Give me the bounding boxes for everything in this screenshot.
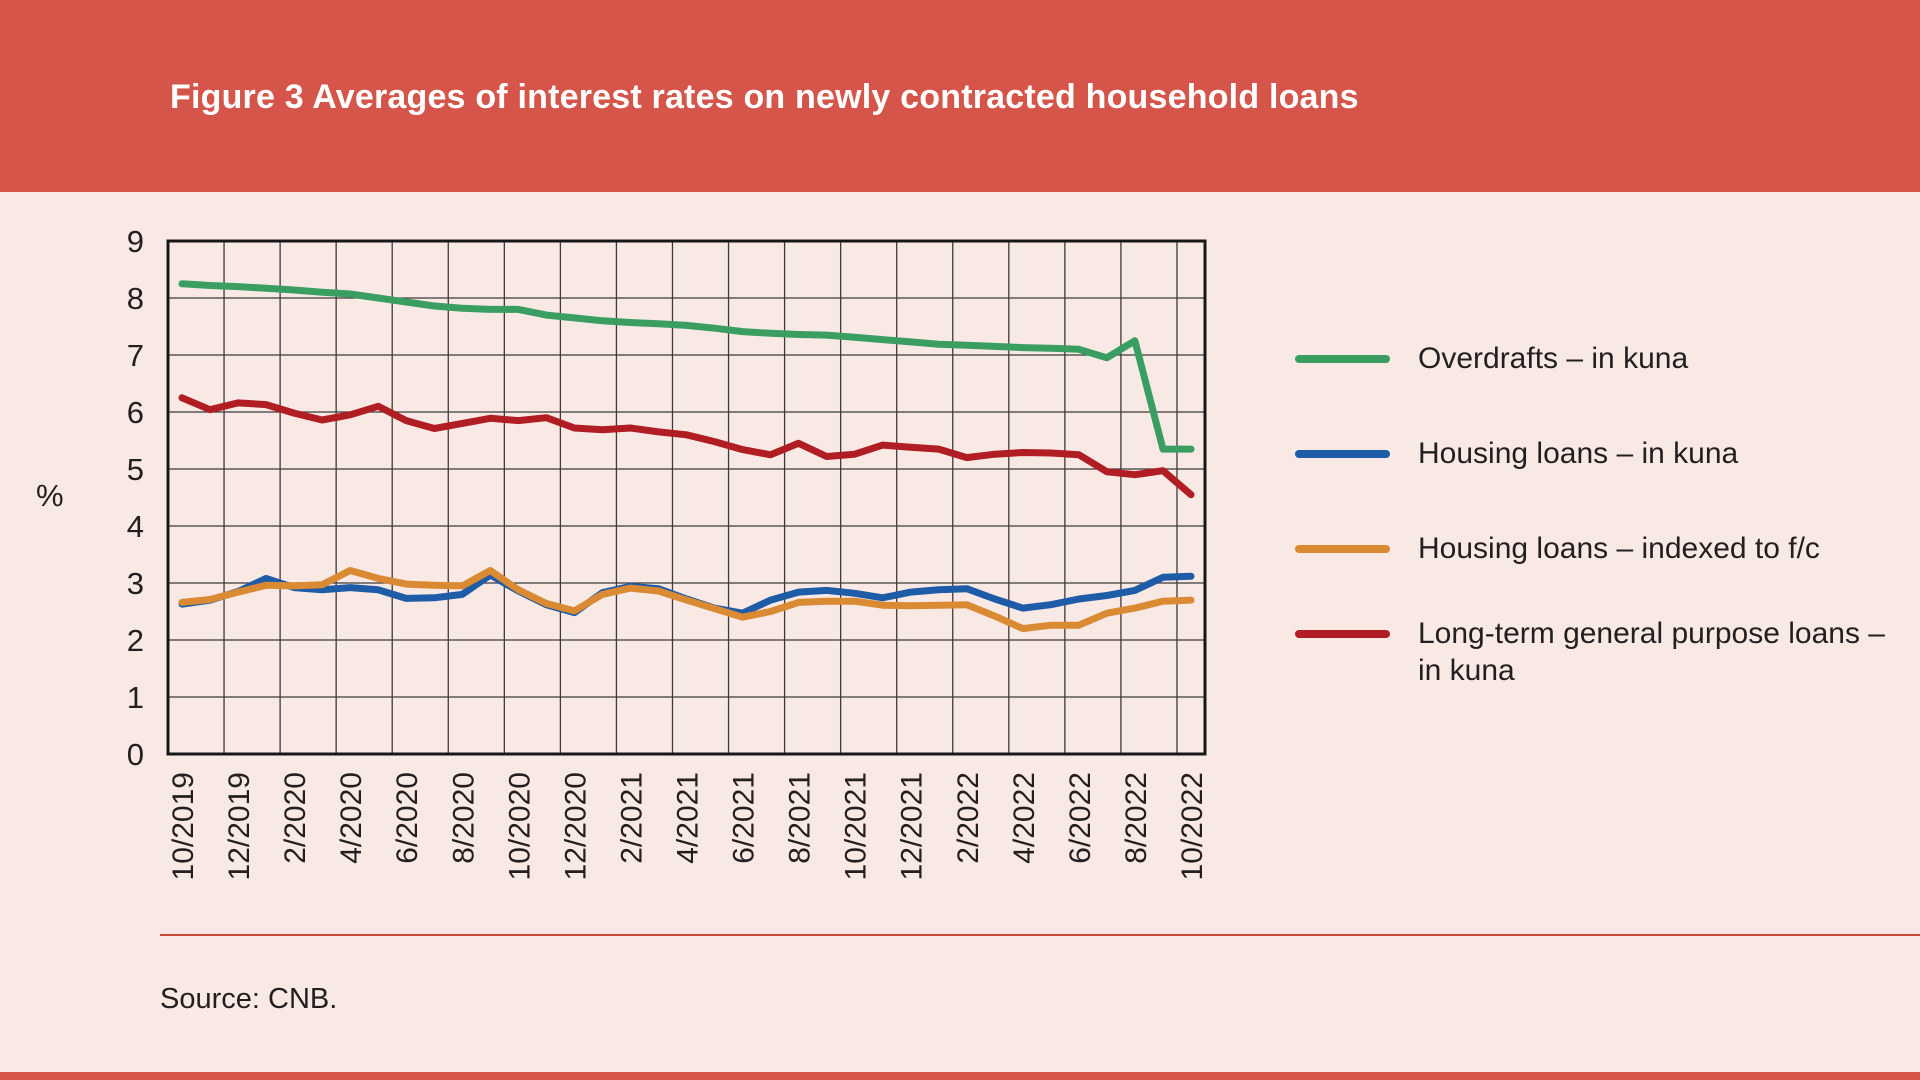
- x-tick-label: 8/2022: [1120, 772, 1153, 864]
- legend-item-longterm: Long-term general purpose loans – in kun…: [1295, 615, 1888, 689]
- x-tick-label: 6/2020: [391, 772, 424, 864]
- y-tick-label: 6: [127, 395, 144, 430]
- legend-item-housing-kuna: Housing loans – in kuna: [1295, 435, 1888, 472]
- x-tick-label: 2/2021: [615, 772, 648, 864]
- x-tick-label: 2/2022: [952, 772, 985, 864]
- series-line-0: [178, 280, 1195, 453]
- series-line-2: [178, 567, 1195, 633]
- y-axis-unit-label: %: [36, 478, 64, 513]
- y-tick-label: 5: [127, 452, 144, 487]
- legend-swatch-housing-kuna: [1295, 450, 1390, 458]
- y-tick-label: 4: [127, 509, 144, 544]
- header-banner: Figure 3 Averages of interest rates on n…: [0, 0, 1920, 192]
- source-text: Source: CNB.: [160, 983, 338, 1015]
- x-tick-label: 10/2022: [1176, 772, 1209, 880]
- y-tick-label: 8: [127, 281, 144, 316]
- x-tick-label: 4/2022: [1008, 772, 1041, 864]
- legend-swatch-housing-fc: [1295, 545, 1390, 553]
- y-tick-label: 9: [127, 224, 144, 259]
- x-tick-label: 10/2021: [840, 772, 873, 880]
- y-tick-label: 2: [127, 623, 144, 658]
- x-tick-label: 8/2020: [447, 772, 480, 864]
- y-tick-label: 1: [127, 680, 144, 715]
- legend-label-longterm: Long-term general purpose loans – in kun…: [1418, 617, 1885, 687]
- page-title: Figure 3 Averages of interest rates on n…: [170, 78, 1359, 116]
- x-tick-label: 6/2021: [728, 772, 761, 864]
- x-tick-label: 4/2020: [335, 772, 368, 864]
- source-divider: [160, 934, 1920, 936]
- y-tick-label: 3: [127, 566, 144, 601]
- x-tick-label: 12/2019: [223, 772, 256, 880]
- series-line-3: [178, 394, 1195, 499]
- x-tick-label: 4/2021: [672, 772, 705, 864]
- legend-item-housing-fc: Housing loans – indexed to f/c: [1295, 530, 1888, 567]
- x-tick-label: 8/2021: [784, 772, 817, 864]
- legend-swatch-longterm: [1295, 630, 1390, 638]
- x-tick-label: 12/2021: [896, 772, 929, 880]
- legend-label-overdrafts: Overdrafts – in kuna: [1418, 342, 1689, 375]
- plot-border: [166, 239, 1207, 756]
- y-tick-label: 7: [127, 338, 144, 373]
- legend-label-housing-fc: Housing loans – indexed to f/c: [1418, 532, 1820, 565]
- x-tick-label: 12/2020: [559, 772, 592, 880]
- legend-label-housing-kuna: Housing loans – in kuna: [1418, 437, 1739, 470]
- legend-swatch-overdrafts: [1295, 355, 1390, 363]
- y-tick-label: 0: [127, 737, 144, 772]
- bottom-accent-strip: [0, 1072, 1920, 1080]
- x-tick-label: 2/2020: [279, 772, 312, 864]
- x-tick-label: 10/2020: [503, 772, 536, 880]
- chart-svg: 0 1 2 3 4 5 6 7 8 9 10/2019 12/2019 2/2020 4/2020 6/20…: [127, 224, 1209, 880]
- x-tick-label: 10/2019: [167, 772, 200, 880]
- legend-item-overdrafts: Overdrafts – in kuna: [1295, 340, 1888, 377]
- x-tick-label: 6/2022: [1064, 772, 1097, 864]
